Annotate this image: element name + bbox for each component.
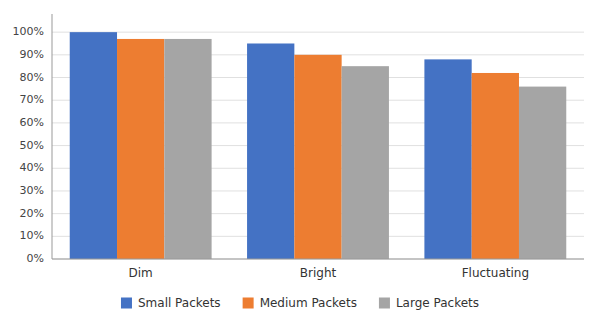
legend-item: Small Packets [121,296,221,310]
bar [342,66,389,259]
legend-item: Medium Packets [243,296,357,310]
x-tick-label: Dim [129,266,153,280]
legend-swatch [379,298,390,309]
y-tick-label: 40% [20,161,44,174]
bar [247,43,294,259]
x-tick-label: Bright [300,266,337,280]
grid [52,32,584,259]
y-tick-label: 60% [20,116,44,129]
bar [472,73,519,259]
y-tick-label: 90% [20,48,44,61]
x-axis-line [52,259,584,260]
bar [164,39,211,259]
x-tick-label: Fluctuating [462,266,529,280]
bar [424,59,471,259]
bars [70,32,567,259]
y-tick-label: 30% [20,184,44,197]
y-axis-line [52,14,53,259]
bar [519,87,566,259]
legend-label: Large Packets [396,296,479,310]
bar [117,39,164,259]
grid-line [52,259,584,260]
grid-line [52,32,584,33]
legend: Small Packets Medium Packets Large Packets [121,296,479,310]
bar [70,32,117,259]
y-tick-label: 80% [20,71,44,84]
legend-item: Large Packets [379,296,479,310]
legend-label: Small Packets [138,296,221,310]
bar [294,55,341,259]
legend-swatch [121,298,132,309]
legend-swatch [243,298,254,309]
y-tick-label: 100% [13,25,44,38]
y-tick-label: 10% [20,229,44,242]
y-tick-label: 0% [27,252,44,265]
y-tick-label: 20% [20,207,44,220]
chart: 0% 10% 20% 30% 40% 50% 60% 70% 80% 90% 100% Dim Brig… [0,0,600,321]
legend-label: Medium Packets [260,296,357,310]
y-tick-label: 70% [20,93,44,106]
y-tick-label: 50% [20,139,44,152]
